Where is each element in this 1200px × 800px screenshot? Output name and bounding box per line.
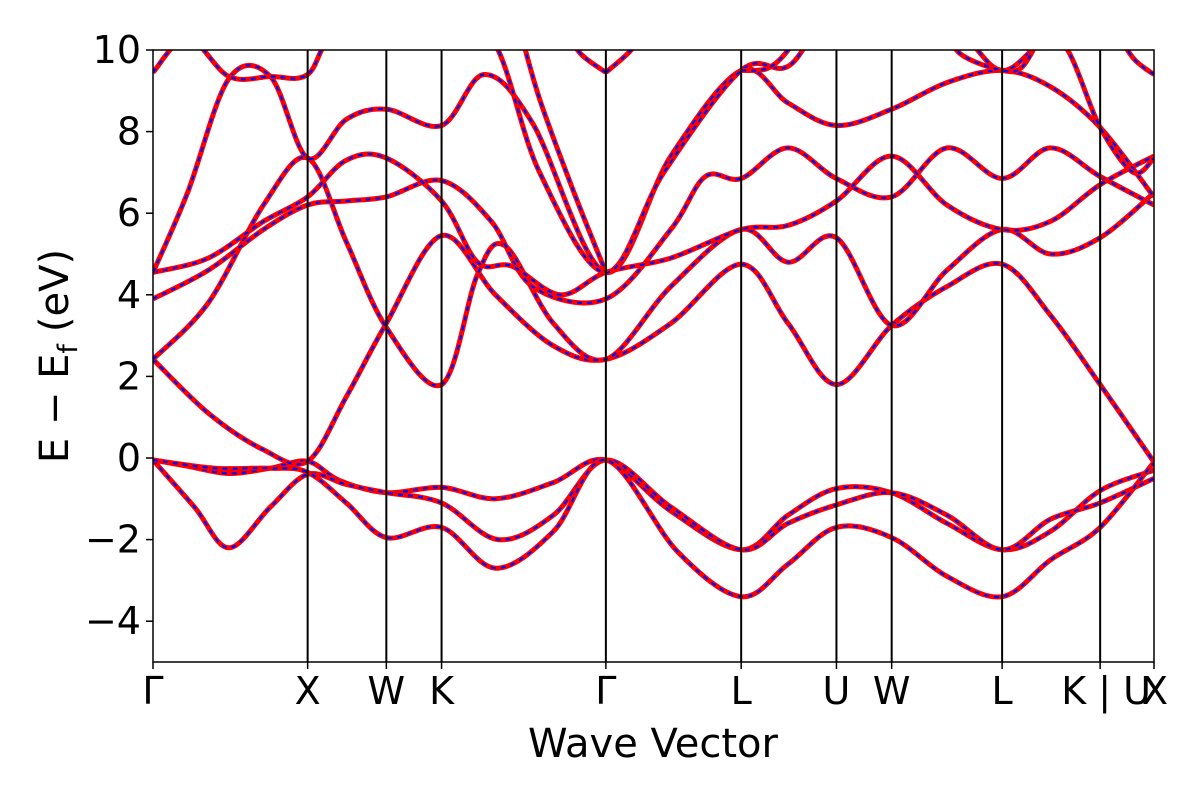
band-line-dashed xyxy=(153,50,1154,274)
x-tick-label: K | U xyxy=(1061,669,1151,714)
y-tick-label: −4 xyxy=(85,599,141,643)
x-tick-label: U xyxy=(823,669,851,713)
x-tick-label: Γ xyxy=(142,669,163,713)
x-tick-label: K xyxy=(429,669,455,713)
band-line-solid xyxy=(1124,50,1154,77)
y-axis-title: E − Ef (eV) xyxy=(32,249,84,463)
band-line-dashed xyxy=(605,50,633,74)
y-axis-title-unit: (eV) xyxy=(32,249,78,332)
band-line-dashed xyxy=(576,50,607,74)
y-tick-label: 4 xyxy=(117,273,141,317)
x-tick-label: X xyxy=(295,669,321,713)
x-tick-label: W xyxy=(873,669,911,713)
band-line-dashed xyxy=(153,64,1154,274)
band-line-solid xyxy=(153,457,1154,553)
y-tick-label: 8 xyxy=(117,110,141,154)
y-tick-label: −2 xyxy=(85,518,141,562)
x-tick-label: W xyxy=(368,669,406,713)
band-line-dashed xyxy=(153,152,1154,296)
y-axis-title-main: E − E xyxy=(32,354,78,464)
band-line-dashed xyxy=(153,458,1154,599)
band-line-dashed xyxy=(955,50,1035,73)
y-tick-label: 10 xyxy=(93,28,141,72)
x-tick-label: L xyxy=(992,669,1013,713)
plot-frame xyxy=(152,49,1155,663)
y-ticks-layer: −4 −2 0 2 4 6 8 10 xyxy=(85,28,153,643)
band-line-solid xyxy=(604,50,635,75)
band-line-dashed xyxy=(153,234,1154,466)
band-line-solid xyxy=(153,50,1154,275)
y-tick-label: 2 xyxy=(117,354,141,398)
band-line-dashed xyxy=(741,50,790,72)
bands-layer xyxy=(153,50,1154,600)
x-tick-label: L xyxy=(731,669,752,713)
band-line-solid xyxy=(153,457,1154,600)
x-tick-label: Γ xyxy=(595,669,616,713)
band-line-solid xyxy=(153,151,1154,298)
band-line-dashed xyxy=(153,146,1154,304)
y-tick-label: 0 xyxy=(117,436,141,480)
y-axis-title-subscript: f xyxy=(53,343,84,354)
x-tick-label: X xyxy=(1142,669,1168,713)
band-line-dashed xyxy=(524,50,607,273)
x-axis-title: Wave Vector xyxy=(528,721,779,767)
band-line-solid xyxy=(153,233,1154,467)
kpoint-lines-layer xyxy=(306,50,1102,662)
band-line-dashed xyxy=(153,156,1154,387)
y-tick-label: 6 xyxy=(117,191,141,235)
band-line-solid xyxy=(153,62,1154,275)
band-line-solid xyxy=(574,50,608,75)
band-line-solid xyxy=(153,145,1154,306)
